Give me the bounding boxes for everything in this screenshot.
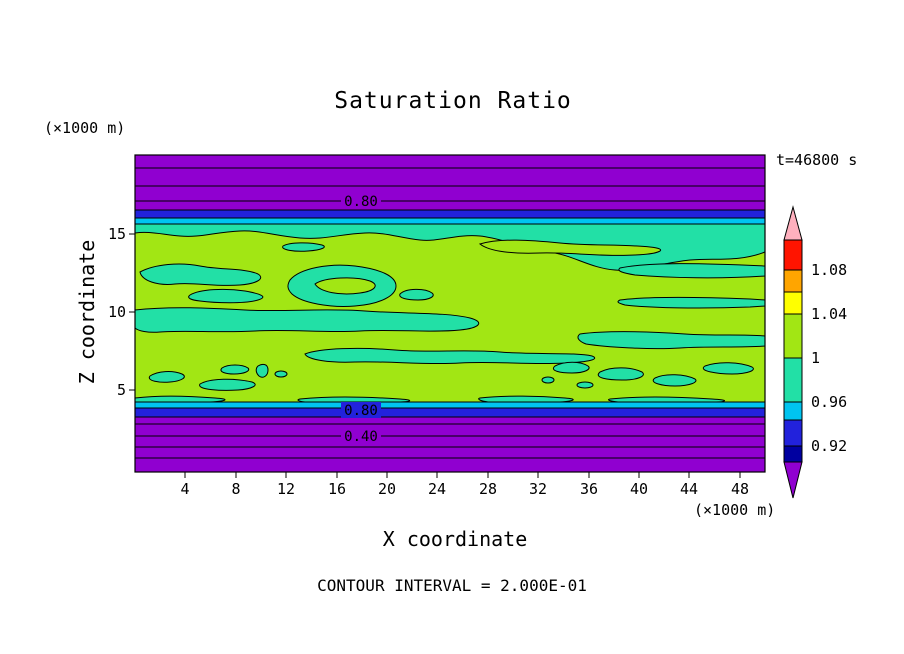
turquoise-blob (304, 347, 596, 365)
turquoise-sliver (297, 396, 410, 403)
turquoise-blob (652, 374, 697, 387)
x-tick-label: 20 (377, 480, 397, 498)
turquoise-blob (617, 296, 765, 309)
colorbar-arrow-bottom (783, 461, 803, 499)
y-tick-label: 10 (107, 303, 126, 321)
colorbar-segment-turquoise (783, 357, 803, 403)
colorbar-segment-red (783, 239, 803, 271)
turquoise-blob (135, 307, 480, 333)
colorbar-tick-label: 1.08 (811, 261, 848, 279)
contour-label-mask (341, 193, 381, 209)
chartreuse-hole (314, 277, 376, 295)
turquoise-blob (553, 361, 590, 374)
colorbar-arrow-top (783, 205, 803, 241)
band-cyan-top (135, 218, 765, 224)
colorbar-segment-yellow (783, 291, 803, 315)
contour-label-mask (341, 428, 381, 444)
turquoise-blob (702, 362, 754, 375)
colorbar (783, 205, 803, 499)
band-purple-bottom (135, 417, 765, 472)
x-axis-ticks (184, 472, 741, 478)
contour-label-bottom: 0.80 (344, 403, 378, 419)
y-axis-unit: (×1000 m) (44, 119, 126, 137)
x-tick-label: 4 (180, 480, 190, 498)
turquoise-blob (576, 381, 594, 389)
y-axis-title: Z coordinate (75, 239, 99, 385)
x-axis-title: X coordinate (382, 527, 528, 551)
contour-label-top: 0.80 (344, 194, 378, 210)
x-axis-unit: (×1000 m) (694, 501, 776, 519)
colorbar-segment-chartreuse (783, 313, 803, 359)
contour-label-mask (341, 402, 381, 418)
colorbar-tick-label: 1.04 (811, 305, 848, 323)
turquoise-blob (148, 371, 185, 383)
turquoise-blob (199, 378, 256, 391)
contour-plot: 0.80 0.80 0.40 (129, 154, 766, 478)
x-tick-label: 16 (327, 480, 347, 498)
band-cyan-bottom (135, 402, 765, 408)
colorbar-tick-label: 0.96 (811, 393, 848, 411)
turquoise-blob (274, 370, 288, 378)
y-axis-ticks (129, 233, 135, 391)
y-tick-label: 5 (116, 381, 126, 399)
band-blue-top (135, 210, 765, 218)
turquoise-blob (399, 288, 434, 301)
time-annotation: t=46800 s (776, 151, 858, 169)
colorbar-segment-blue (783, 419, 803, 447)
x-tick-label: 44 (679, 480, 699, 498)
colorbar-segment-orange (783, 269, 803, 293)
x-tick-label: 8 (231, 480, 241, 498)
x-tick-label: 12 (276, 480, 296, 498)
colorbar-tick-label: 0.92 (811, 437, 848, 455)
contour-fill-layers: 0.80 0.80 0.40 (135, 155, 765, 472)
colorbar-segment-navy (783, 445, 803, 463)
y-tick-label: 15 (107, 225, 126, 243)
x-tick-label: 48 (730, 480, 750, 498)
turquoise-blob (282, 242, 325, 252)
turquoise-blob (255, 363, 269, 378)
turquoise-blob (139, 263, 262, 286)
page-title: Saturation Ratio (334, 88, 572, 114)
turquoise-blob (618, 263, 765, 279)
colorbar-segment-cyan (783, 401, 803, 421)
x-tick-label: 32 (528, 480, 548, 498)
turquoise-sliver (478, 395, 574, 403)
contour-label-lower: 0.40 (344, 429, 378, 445)
contour-interval-note: CONTOUR INTERVAL = 2.000E-01 (317, 576, 587, 595)
x-tick-label: 40 (629, 480, 649, 498)
band-purple-top (135, 155, 765, 210)
colorbar-tick-label: 1 (811, 349, 821, 367)
chartreuse-streak (478, 239, 662, 256)
turquoise-blob (541, 376, 555, 384)
x-tick-label: 28 (478, 480, 498, 498)
turquoise-blob (220, 364, 250, 375)
turquoise-sliver (607, 396, 725, 403)
x-tick-label: 36 (579, 480, 599, 498)
x-tick-label: 24 (427, 480, 447, 498)
turquoise-blob (597, 367, 644, 381)
band-blue-bottom (135, 408, 765, 417)
turquoise-blob (577, 331, 765, 350)
plot-frame (134, 154, 766, 473)
turquoise-blob (188, 288, 264, 304)
